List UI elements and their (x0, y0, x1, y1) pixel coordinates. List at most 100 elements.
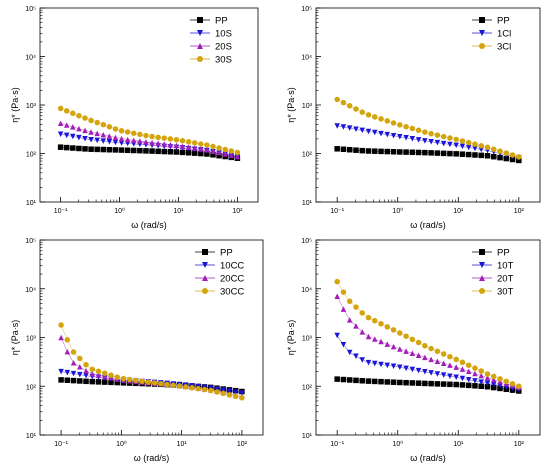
marker-square (459, 151, 466, 157)
x-tick-label: 10² (514, 208, 525, 215)
marker-square (63, 144, 70, 151)
marker-triangle-up (197, 43, 203, 49)
legend-label: 30CC (220, 287, 244, 298)
marker-circle (509, 381, 516, 387)
marker-square (106, 146, 113, 153)
marker-circle (108, 372, 114, 378)
marker-triangle-down (415, 367, 422, 374)
legend-label: 20T (497, 274, 514, 285)
y-tick-label: 10¹ (26, 200, 37, 207)
x-tick-label: 10⁰ (116, 440, 127, 448)
marker-triangle-down (465, 376, 472, 383)
marker-circle (372, 317, 378, 324)
marker-triangle-up (216, 149, 222, 156)
marker-circle (133, 377, 139, 384)
marker-square (112, 147, 119, 153)
marker-triangle-down (64, 369, 71, 376)
marker-circle (397, 122, 403, 128)
x-tick-label: 10¹ (177, 441, 188, 448)
marker-circle (516, 383, 522, 389)
marker-triangle-down (472, 145, 478, 152)
marker-triangle-down (359, 127, 365, 134)
marker-triangle-up (202, 275, 208, 281)
marker-triangle-up (390, 343, 397, 350)
marker-circle (491, 373, 497, 380)
marker-square (70, 145, 76, 151)
marker-square (497, 154, 503, 161)
marker-square (143, 148, 149, 154)
marker-triangle-up (137, 138, 143, 144)
marker-triangle-up (397, 346, 403, 352)
marker-circle (118, 128, 125, 134)
marker-square (191, 150, 198, 156)
marker-triangle-down (340, 124, 347, 130)
marker-square (198, 150, 204, 157)
marker-triangle-up (64, 348, 71, 355)
marker-triangle-up (83, 368, 89, 374)
marker-circle (346, 103, 353, 109)
marker-circle (403, 123, 409, 130)
marker-triangle-up (210, 148, 216, 154)
y-axis-label: η* (Pa·s) (10, 320, 20, 356)
series-line (336, 296, 519, 388)
marker-circle (101, 370, 108, 376)
marker-triangle-up (484, 375, 491, 381)
marker-triangle-down (453, 142, 459, 149)
marker-square (359, 378, 365, 384)
marker-circle (120, 375, 127, 382)
marker-triangle-up (204, 146, 210, 153)
marker-circle (390, 120, 397, 126)
marker-square (397, 379, 403, 386)
marker-circle (167, 136, 174, 142)
legend-label: 10S (215, 29, 232, 40)
marker-circle (106, 124, 113, 130)
y-tick-label: 10⁴ (25, 287, 36, 294)
marker-triangle-down (479, 30, 485, 36)
legend-label: PP (497, 248, 510, 259)
marker-circle (516, 154, 522, 160)
marker-triangle-down (428, 139, 434, 145)
marker-circle (409, 336, 416, 343)
marker-triangle-down (409, 366, 416, 373)
x-tick-label: 10⁻¹ (330, 441, 344, 448)
marker-square (334, 376, 340, 382)
marker-triangle-down (491, 381, 497, 388)
marker-circle (226, 392, 233, 398)
marker-triangle-down (390, 363, 397, 369)
marker-square (365, 148, 372, 154)
marker-triangle-down (197, 30, 203, 36)
marker-triangle-down (397, 134, 403, 140)
marker-circle (58, 322, 64, 328)
marker-triangle-up (472, 370, 478, 377)
marker-square (118, 147, 125, 153)
series-20T (334, 293, 522, 391)
legend: PP 1Cl 3Cl (472, 16, 511, 53)
marker-square (88, 146, 94, 152)
x-tick-label: 10¹ (173, 208, 184, 215)
marker-square (459, 382, 466, 388)
marker-square (378, 378, 384, 385)
marker-circle (124, 129, 131, 135)
marker-square (77, 378, 83, 384)
marker-square (185, 149, 192, 156)
marker-circle (228, 148, 235, 154)
marker-triangle-down (478, 379, 484, 385)
legend-label: 1Cl (497, 29, 511, 40)
marker-triangle-up (82, 127, 88, 134)
marker-circle (479, 288, 485, 294)
marker-triangle-up (340, 306, 347, 312)
x-axis-label: ω (rad/s) (410, 220, 446, 230)
marker-triangle-up (434, 358, 441, 365)
marker-circle (434, 348, 441, 355)
chart-panel-4: 10¹ 10² 10³ 10⁴ 10⁵ 10⁻¹ 10⁰ 10¹ 10² ω (rad/s) η* … (286, 238, 541, 463)
marker-circle (484, 371, 491, 377)
marker-square (359, 147, 365, 154)
y-tick-label: 10² (26, 152, 37, 159)
marker-square (384, 379, 391, 385)
marker-circle (440, 351, 447, 357)
marker-circle (353, 304, 359, 310)
marker-triangle-up (112, 134, 119, 141)
y-tick-label: 10³ (26, 336, 37, 343)
marker-triangle-up (346, 317, 353, 323)
y-tick-label: 10² (302, 384, 313, 391)
